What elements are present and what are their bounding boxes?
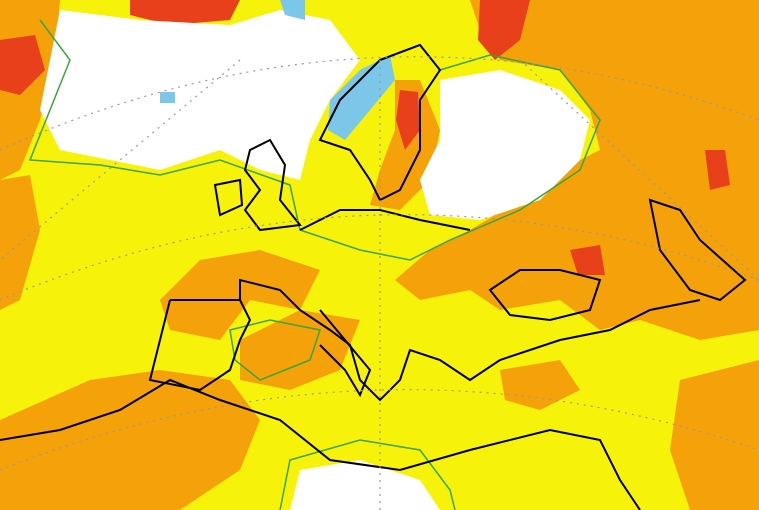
- contour-med: [229, 319, 321, 381]
- white-eastern-europe: [420, 70, 590, 220]
- blue-greenland-sea: [280, 0, 305, 20]
- coast-british-isles: [243, 138, 302, 232]
- red-north-top: [130, 0, 240, 25]
- coast-scandinavia: [318, 43, 442, 202]
- graticule-lat-1: [0, 56, 759, 151]
- blue-norway: [328, 55, 395, 140]
- contour-africa: [279, 439, 456, 510]
- contour-north: [28, 19, 601, 261]
- coast-ireland: [213, 178, 244, 217]
- graticule-lon-3: [519, 59, 759, 281]
- red-caucasus: [570, 245, 605, 275]
- zero-anomaly-contours: [28, 19, 601, 510]
- coast-iberia: [148, 299, 252, 392]
- coast-north-africa: [0, 378, 641, 510]
- white-north-atlantic: [40, 10, 360, 180]
- orange-turkey: [500, 360, 580, 410]
- graticule: [0, 56, 759, 510]
- red-northwest: [0, 35, 45, 95]
- red-russia-spot: [705, 150, 730, 190]
- white-north-africa: [290, 460, 440, 510]
- blue-iceland-spot: [160, 92, 175, 103]
- red-baltic: [396, 90, 420, 150]
- orange-west-atlantic: [0, 175, 40, 310]
- coast-black-sea: [488, 269, 602, 322]
- orange-southeast: [670, 360, 759, 510]
- coast-caspian: [648, 198, 747, 302]
- orange-east: [395, 0, 759, 340]
- red-finland: [478, 0, 530, 60]
- orange-southwest: [0, 370, 260, 510]
- graticule-lon-1: [0, 59, 241, 261]
- coast-italy: [319, 309, 372, 398]
